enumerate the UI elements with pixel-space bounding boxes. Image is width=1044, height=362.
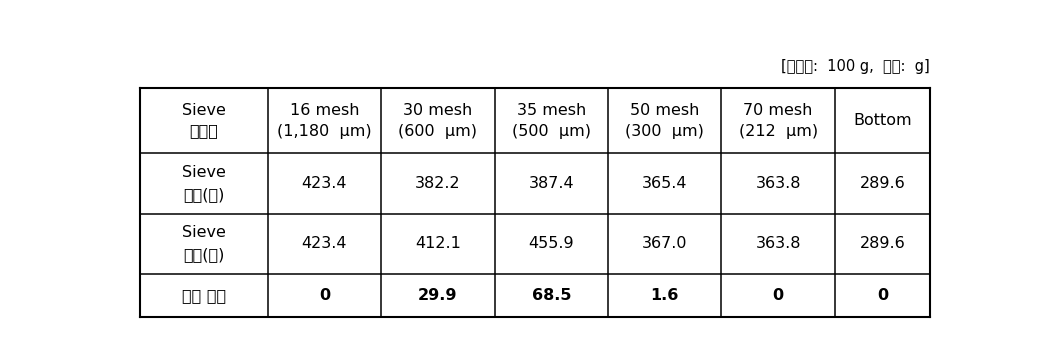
Text: 289.6: 289.6	[859, 236, 905, 251]
Text: (1,180  μm): (1,180 μm)	[277, 123, 372, 139]
Text: Sieve: Sieve	[182, 225, 226, 240]
Text: 363.8: 363.8	[756, 236, 801, 251]
Text: 제품 무게: 제품 무게	[182, 288, 226, 303]
Text: 1.6: 1.6	[650, 288, 679, 303]
Text: 423.4: 423.4	[302, 236, 348, 251]
Text: 35 mesh: 35 mesh	[517, 103, 586, 118]
Text: 무게(후): 무게(후)	[184, 247, 224, 262]
Text: [샘플양:  100 g,  단위:  g]: [샘플양: 100 g, 단위: g]	[781, 59, 930, 74]
Text: 455.9: 455.9	[528, 236, 574, 251]
Text: 50 mesh: 50 mesh	[630, 103, 699, 118]
Text: (300  μm): (300 μm)	[625, 123, 704, 139]
Text: 30 mesh: 30 mesh	[403, 103, 473, 118]
Text: (500  μm): (500 μm)	[512, 123, 591, 139]
Text: Bottom: Bottom	[853, 113, 911, 128]
Text: 70 mesh: 70 mesh	[743, 103, 813, 118]
Text: 387.4: 387.4	[528, 176, 574, 191]
Text: (212  μm): (212 μm)	[738, 123, 817, 139]
Text: 363.8: 363.8	[756, 176, 801, 191]
Text: 382.2: 382.2	[416, 176, 460, 191]
Text: 29.9: 29.9	[418, 288, 457, 303]
Text: (600  μm): (600 μm)	[399, 123, 477, 139]
Text: 0: 0	[877, 288, 887, 303]
Text: Sieve: Sieve	[182, 103, 226, 118]
Text: 68.5: 68.5	[531, 288, 571, 303]
Text: 412.1: 412.1	[414, 236, 460, 251]
Text: 365.4: 365.4	[642, 176, 687, 191]
Text: 289.6: 289.6	[859, 176, 905, 191]
Text: Sieve: Sieve	[182, 165, 226, 180]
Text: 423.4: 423.4	[302, 176, 348, 191]
Text: 무게(전): 무게(전)	[184, 187, 224, 202]
Text: 사이즈: 사이즈	[190, 123, 218, 139]
Text: 16 mesh: 16 mesh	[289, 103, 359, 118]
Text: 0: 0	[318, 288, 330, 303]
Text: 0: 0	[773, 288, 784, 303]
Text: 367.0: 367.0	[642, 236, 687, 251]
